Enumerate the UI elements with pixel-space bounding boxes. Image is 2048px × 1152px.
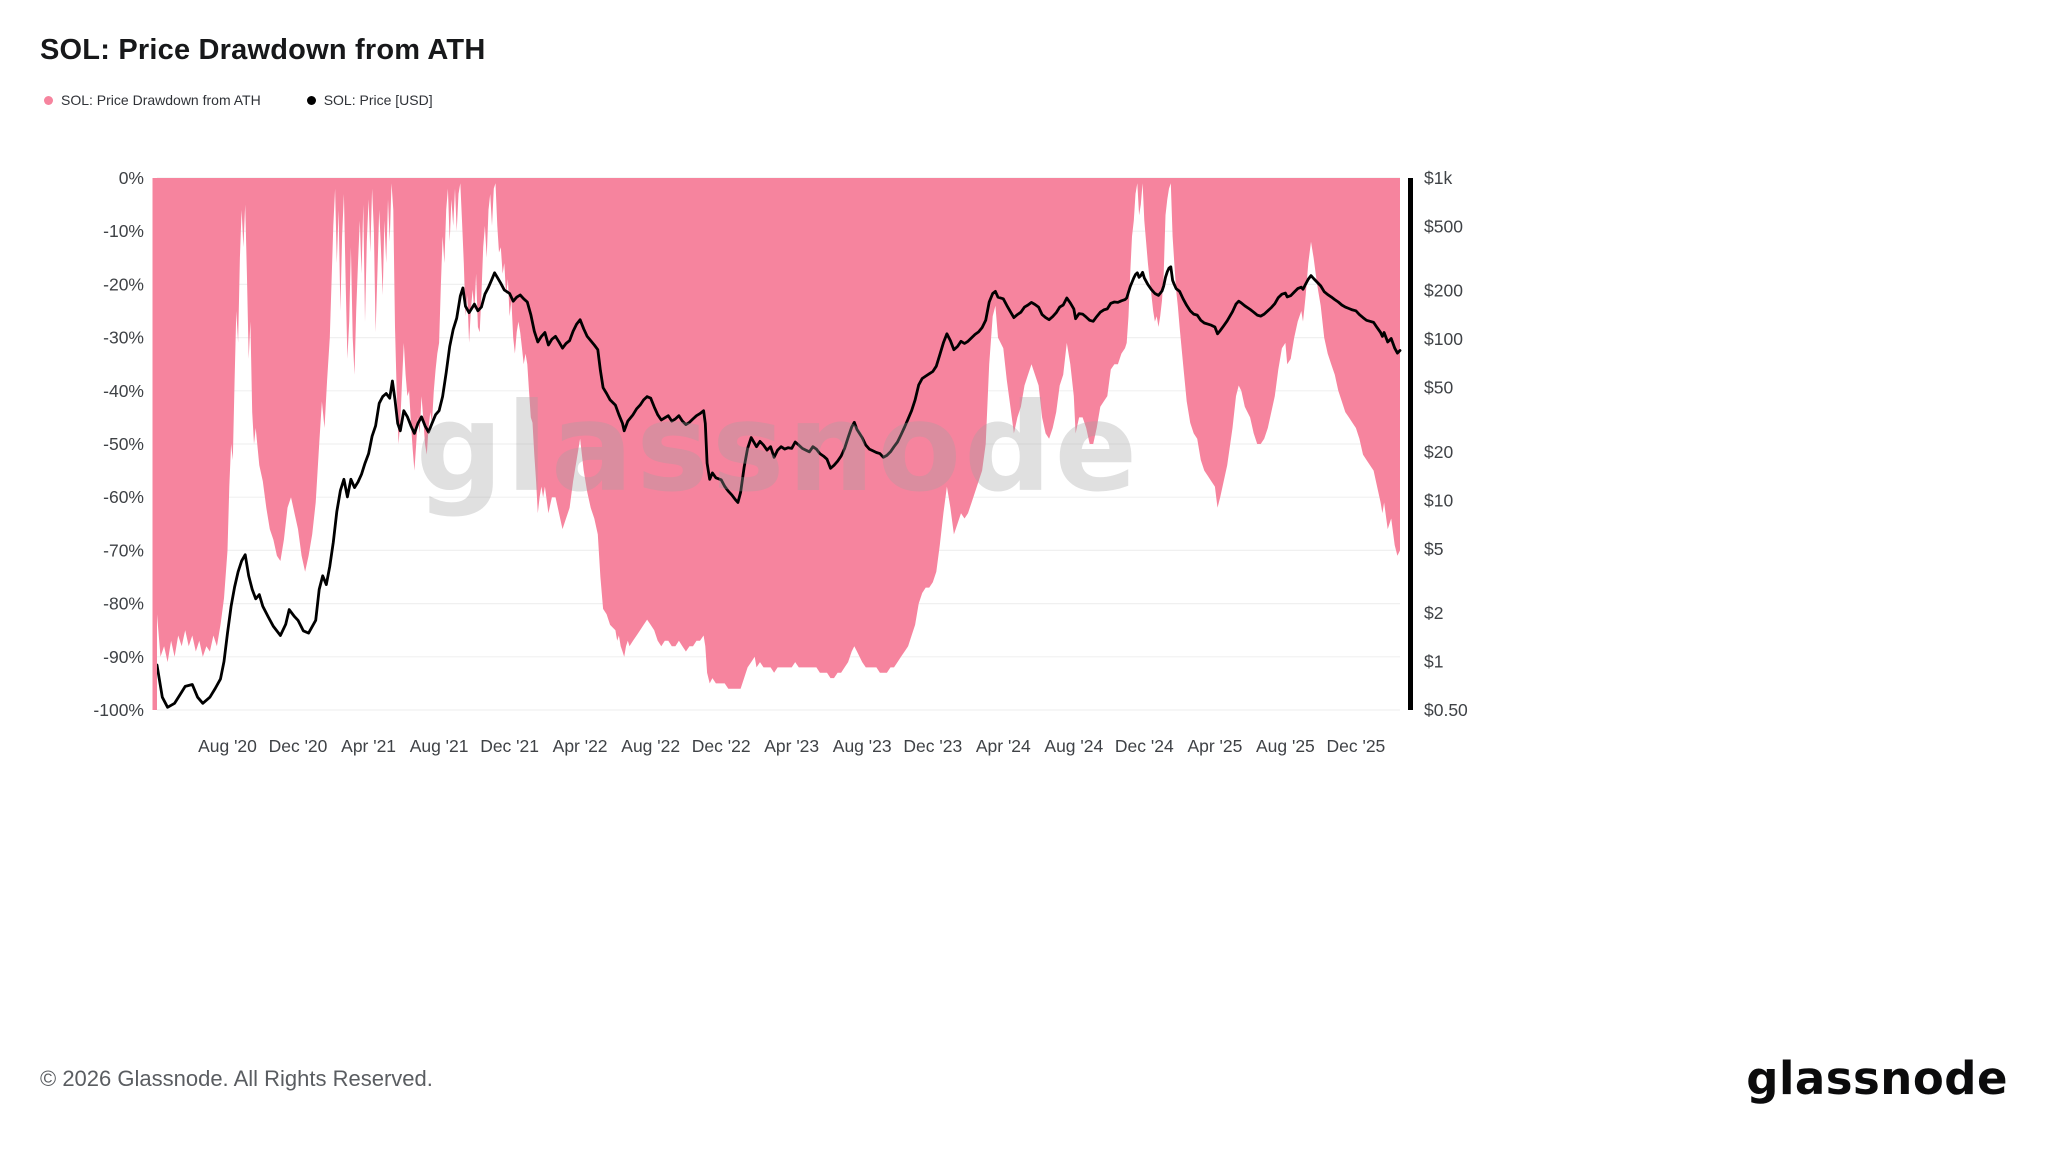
legend: SOL: Price Drawdown from ATH SOL: Price …: [44, 92, 433, 108]
x-tick-label: Apr '23: [764, 736, 819, 756]
legend-label-price: SOL: Price [USD]: [323, 92, 433, 108]
x-tick-label: Aug '22: [621, 736, 680, 756]
x-tick-label: Dec '21: [480, 736, 539, 756]
legend-item-drawdown[interactable]: SOL: Price Drawdown from ATH: [44, 92, 261, 108]
x-tick-label: Dec '25: [1327, 736, 1386, 756]
legend-item-price[interactable]: SOL: Price [USD]: [306, 92, 433, 108]
y-right-tick-label: $500: [1424, 217, 1463, 237]
y-left-tick-label: -40%: [103, 381, 144, 401]
price-line-series: [155, 265, 1402, 709]
y-left-tick-label: -10%: [103, 221, 144, 241]
y-left-tick-label: -90%: [103, 647, 144, 667]
y-left-tick-label: 0%: [119, 168, 144, 188]
price-series-dot-icon: [306, 95, 316, 105]
x-tick-label: Aug '23: [833, 736, 892, 756]
footer-copyright: © 2026 Glassnode. All Rights Reserved.: [40, 1066, 433, 1091]
glassnode-logo[interactable]: glassnode: [1746, 1052, 2008, 1105]
y-left-tick-label: -50%: [103, 434, 144, 454]
y-right-tick-label: $1: [1424, 652, 1443, 672]
y-left-tick-label: -70%: [103, 540, 144, 560]
y-left-tick-label: -80%: [103, 594, 144, 614]
y-right-tick-label: $100: [1424, 329, 1463, 349]
y-right-tick-label: $200: [1424, 281, 1463, 301]
y-right-tick-label: $1k: [1424, 168, 1452, 188]
y-right-tick-label: $0.50: [1424, 700, 1468, 720]
right-axis-spine: [1408, 178, 1413, 710]
y-left-tick-label: -30%: [103, 328, 144, 348]
legend-label-drawdown: SOL: Price Drawdown from ATH: [61, 92, 261, 108]
x-tick-label: Dec '22: [692, 736, 751, 756]
x-tick-label: Dec '24: [1115, 736, 1174, 756]
x-tick-label: Apr '24: [976, 736, 1031, 756]
left-axis-spine: [152, 178, 157, 710]
x-tick-label: Aug '21: [410, 736, 469, 756]
x-tick-label: Aug '20: [198, 736, 257, 756]
x-tick-label: Apr '22: [553, 736, 608, 756]
x-tick-label: Dec '20: [269, 736, 328, 756]
x-tick-label: Aug '24: [1044, 736, 1103, 756]
y-right-tick-label: $5: [1424, 539, 1443, 559]
x-tick-label: Aug '25: [1256, 736, 1315, 756]
y-right-tick-label: $20: [1424, 442, 1453, 462]
y-right-tick-label: $50: [1424, 378, 1453, 398]
drawdown-area-series: [157, 178, 1400, 689]
x-tick-label: Apr '21: [341, 736, 396, 756]
x-tick-label: Apr '25: [1187, 736, 1242, 756]
y-right-tick-label: $2: [1424, 603, 1443, 623]
y-left-tick-label: -60%: [103, 487, 144, 507]
y-left-tick-label: -100%: [93, 700, 144, 720]
y-left-tick-label: -20%: [103, 274, 144, 294]
x-tick-label: Dec '23: [903, 736, 962, 756]
drawdown-series-dot-icon: [44, 95, 53, 105]
y-right-tick-label: $10: [1424, 490, 1453, 510]
page-title: SOL: Price Drawdown from ATH: [40, 34, 486, 66]
